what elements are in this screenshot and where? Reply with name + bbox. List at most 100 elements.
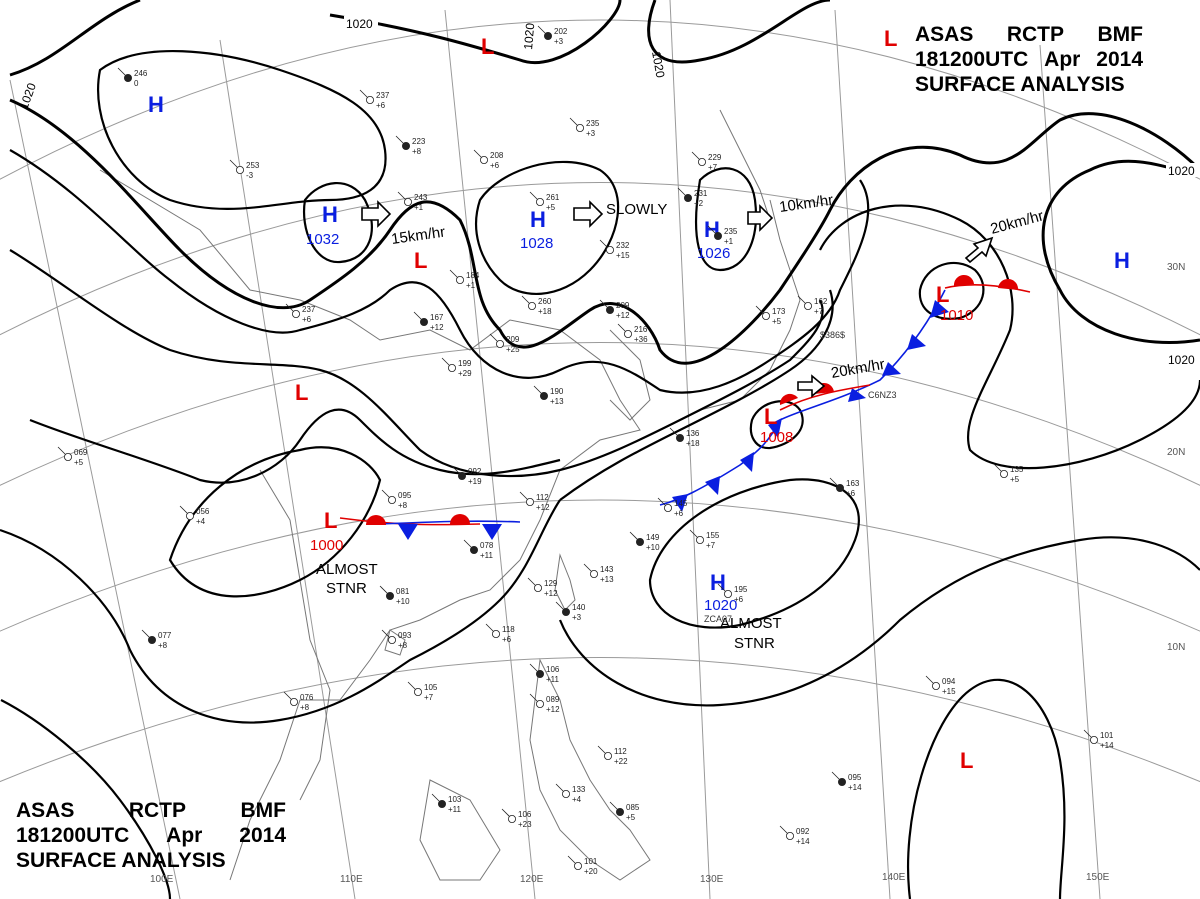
station-pressure: 085 (626, 803, 640, 812)
station-tendency: +13 (600, 575, 614, 584)
station-plot: 135+5 (993, 463, 1024, 484)
station-circle-icon (536, 197, 545, 206)
high-pressure-center-icon: H (710, 570, 726, 595)
station-circle-icon (413, 688, 422, 697)
pressure-value: 1026 (697, 245, 730, 262)
warm-front-semicircle (450, 514, 470, 524)
station-pressure: 173 (772, 307, 786, 316)
isobar-east-loop (819, 204, 1200, 470)
station-pressure: 092 (468, 467, 482, 476)
parallel-line (0, 657, 1200, 783)
isobar-label: 1020 (346, 17, 373, 31)
isobar-1012 (9, 249, 824, 478)
station-circle-icon (664, 503, 673, 512)
isobar-label: 1020 (649, 50, 667, 79)
header-agency: ASAS (16, 799, 75, 822)
station-plot: 101+20 (567, 855, 598, 876)
station-plot: 209+25 (489, 333, 520, 354)
isobar-1016 (9, 149, 870, 394)
warm-front-semicircle (998, 278, 1019, 290)
isobar-high-1032 (302, 182, 373, 264)
station-tendency: +22 (614, 757, 628, 766)
meridian-line (1039, 44, 1101, 899)
station-pressure: 092 (796, 827, 810, 836)
isobar-label: 1020 (1168, 164, 1195, 178)
station-tendency: +5 (546, 203, 556, 212)
station-pressure: 184 (466, 271, 480, 280)
station-pressure: 261 (546, 193, 560, 202)
parallel-line (0, 182, 1200, 336)
station-plot: 093+8 (381, 629, 412, 650)
motion-arrows (361, 200, 994, 398)
station-pressure: 095 (848, 773, 862, 782)
station-tendency: +7 (424, 693, 434, 702)
station-circle-icon (724, 590, 733, 599)
station-pressure: 243 (414, 193, 428, 202)
station-plot: 235+3 (569, 117, 600, 138)
header-month: Apr (166, 824, 203, 847)
station-plot: 235+1 (707, 225, 738, 246)
station-pressure: 167 (430, 313, 444, 322)
isobar-1020-east (1041, 159, 1200, 345)
station-tendency: +19 (468, 477, 482, 486)
station-tendency: +3 (572, 613, 582, 622)
low-pressure-center-icon: L (481, 34, 494, 59)
isobar-1020-west (9, 98, 1200, 365)
isobar-south-1012 (559, 289, 834, 501)
header-month: Apr (1044, 48, 1081, 71)
station-pressure: 094 (942, 677, 956, 686)
coastline-hainan (384, 629, 406, 656)
pressure-value: 1010 (940, 307, 973, 324)
isobar-1004 (168, 446, 382, 598)
station-tendency: +20 (584, 867, 598, 876)
station-circle-icon (289, 698, 298, 707)
low-pressure-center-icon: L (414, 248, 427, 273)
lon-label: 120E (520, 874, 544, 885)
station-pressure: 101 (584, 857, 598, 866)
station-plot: 092+19 (451, 465, 482, 486)
isobar-low-1008-center (749, 400, 804, 450)
station-pressure: 253 (246, 161, 260, 170)
coastline-japan (659, 199, 801, 431)
cold-front-triangle (768, 418, 782, 438)
station-plot: 101+14 (1083, 729, 1114, 750)
station-plot: 208+6 (473, 149, 504, 170)
station-pressure: 133 (572, 785, 586, 794)
coastline-borneo (419, 779, 501, 881)
station-tendency: +1 (466, 281, 476, 290)
station-pressure: 103 (448, 795, 462, 804)
stationary-front-line-cold (379, 520, 521, 525)
station-tendency: +4 (196, 517, 206, 526)
high-pressure-center-icon: H (148, 92, 164, 117)
station-circle-icon (124, 74, 133, 83)
high-pressure-center-icon: H (530, 207, 546, 232)
isobar-label-bg (1166, 163, 1200, 177)
station-pressure: 106 (546, 665, 560, 674)
station-plot: 103+11 (431, 793, 462, 814)
station-plot: 199+29 (441, 357, 472, 378)
station-plot: 173+5 (755, 305, 786, 326)
station-pressure: 208 (490, 151, 504, 160)
station-plot: 118+6 (485, 623, 515, 644)
header-station: RCTP (1006, 23, 1065, 46)
pressure-value: 1020 (704, 597, 737, 614)
station-pressure: 246 (134, 69, 148, 78)
station-pressure: 195 (734, 585, 748, 594)
stationary-label: ALMOST (316, 561, 378, 578)
station-circle-icon (185, 512, 194, 521)
station-circle-icon (469, 546, 478, 555)
station-plot: 140+3 (555, 601, 586, 622)
station-plot: 184+1 (449, 269, 480, 290)
parallel-line (0, 499, 1200, 632)
station-circle-icon (401, 141, 410, 150)
chart-header-top: ASAS RCTP BMF 181200UTC Apr 2014 SURFACE… (915, 22, 1143, 97)
station-plot: 076+8 (283, 691, 314, 712)
station-tendency: +6 (734, 595, 744, 604)
station-circle-icon (576, 124, 585, 133)
station-circle-icon (64, 452, 73, 461)
station-pressure: 235 (586, 119, 600, 128)
lat-label: 30N (1167, 262, 1185, 273)
lat-label: 20N (1167, 447, 1185, 458)
station-tendency: +12 (536, 503, 550, 512)
stationary-label: STNR (326, 580, 367, 597)
